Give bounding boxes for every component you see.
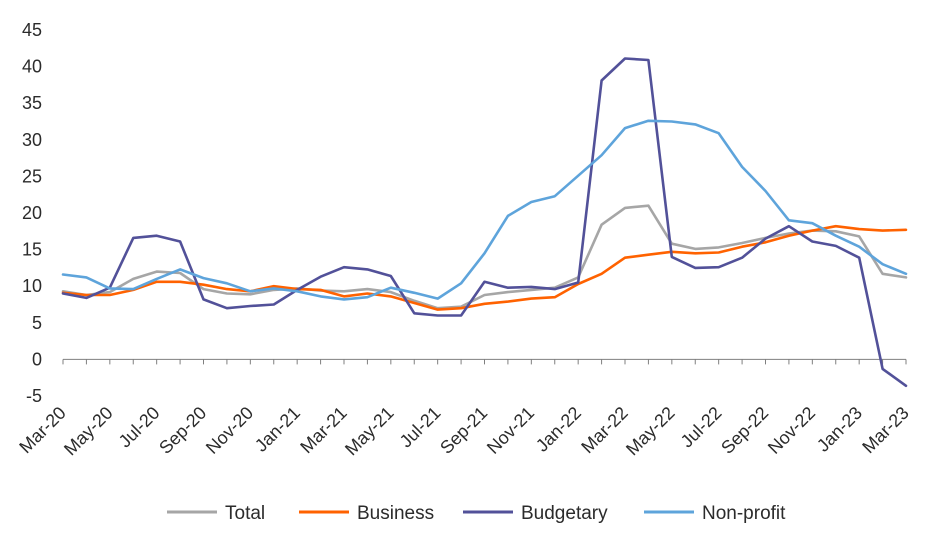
y-tick-label: 20 [22,203,42,223]
x-tick-label: Sep-20 [155,403,210,458]
y-tick-label: 45 [22,20,42,40]
legend-label-total: Total [225,503,265,524]
x-tick-label: Sep-22 [717,403,772,458]
x-tick-label: Jan-23 [813,403,866,456]
x-tick-label: May-20 [60,403,117,460]
y-tick-label: -5 [26,386,42,406]
x-tick-label: Nov-22 [764,403,819,458]
x-tick-label: Mar-21 [296,403,350,457]
series-line-business [61,224,908,311]
y-tick-label: 35 [22,93,42,113]
series-line-non-profit [61,119,908,301]
x-tick-label: Jan-22 [532,403,585,456]
x-tick-label: Sep-21 [436,403,491,458]
x-tick-label: Mar-23 [858,403,912,457]
y-tick-label: 40 [22,57,42,77]
legend-label-budgetary: Budgetary [521,503,608,524]
legend-label-non-profit: Non-profit [702,503,786,524]
series-line-total [61,204,908,310]
y-tick-label: 30 [22,130,42,150]
legend-label-business: Business [357,503,434,524]
y-tick-label: 5 [32,313,42,333]
y-tick-label: 0 [32,349,42,369]
x-tick-label: Nov-20 [202,403,257,458]
x-tick-label: Nov-21 [483,403,538,458]
x-tick-label: Jan-21 [251,403,304,456]
x-tick-label: May-22 [622,403,679,460]
y-tick-label: 25 [22,166,42,186]
x-tick-label: May-21 [341,403,398,460]
y-tick-label: 10 [22,276,42,296]
x-tick-label: Mar-20 [15,403,69,457]
x-tick-label: Mar-22 [577,403,631,457]
y-tick-label: 15 [22,240,42,260]
series-line-budgetary [61,57,908,388]
